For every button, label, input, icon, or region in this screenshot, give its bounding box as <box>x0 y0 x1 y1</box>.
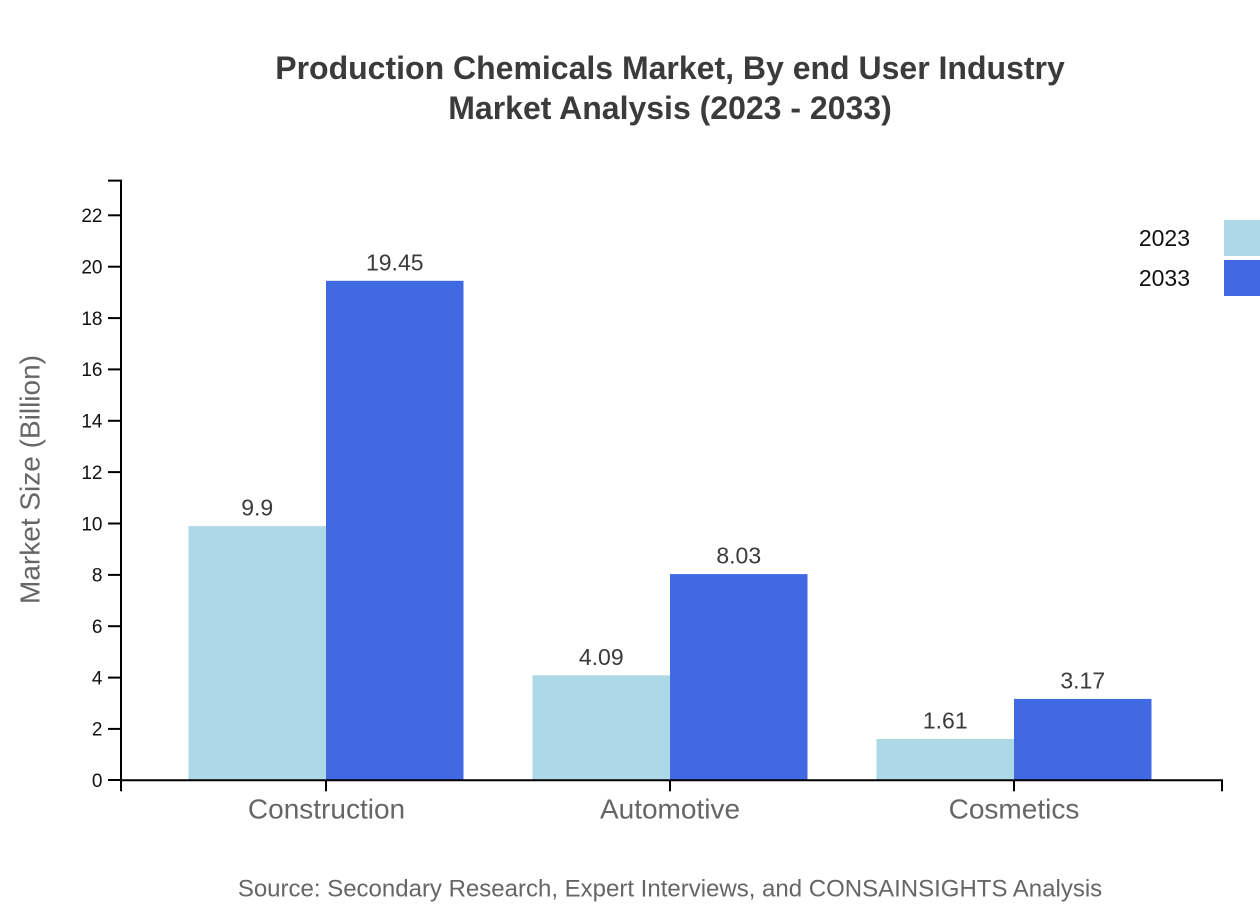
svg-text:Market Analysis (2023 - 2033): Market Analysis (2023 - 2033) <box>448 90 892 126</box>
svg-text:4.09: 4.09 <box>579 644 624 670</box>
svg-text:14: 14 <box>81 412 103 433</box>
svg-text:1.61: 1.61 <box>923 708 968 734</box>
svg-text:Construction: Construction <box>248 794 405 825</box>
svg-text:9.9: 9.9 <box>241 495 273 521</box>
svg-text:2033: 2033 <box>1139 265 1190 291</box>
svg-text:19.45: 19.45 <box>366 249 424 275</box>
svg-text:Source: Secondary Research, Ex: Source: Secondary Research, Expert Inter… <box>238 876 1102 903</box>
svg-text:Production Chemicals Market, B: Production Chemicals Market, By end User… <box>275 50 1065 86</box>
svg-text:8.03: 8.03 <box>716 543 761 569</box>
svg-text:4: 4 <box>92 668 103 689</box>
svg-text:18: 18 <box>81 309 102 330</box>
svg-text:22: 22 <box>81 206 102 227</box>
svg-text:2: 2 <box>92 720 103 741</box>
svg-text:0: 0 <box>92 771 103 792</box>
svg-text:12: 12 <box>81 463 102 484</box>
svg-text:3.17: 3.17 <box>1060 667 1105 693</box>
svg-text:2023: 2023 <box>1139 225 1190 251</box>
svg-text:6: 6 <box>92 617 103 638</box>
svg-text:Market Size (Billion): Market Size (Billion) <box>15 355 46 604</box>
svg-text:8: 8 <box>92 566 103 587</box>
svg-text:Cosmetics: Cosmetics <box>949 794 1080 825</box>
svg-text:10: 10 <box>81 514 102 535</box>
svg-text:20: 20 <box>81 258 102 279</box>
svg-text:Automotive: Automotive <box>600 794 740 825</box>
svg-text:16: 16 <box>81 360 102 381</box>
